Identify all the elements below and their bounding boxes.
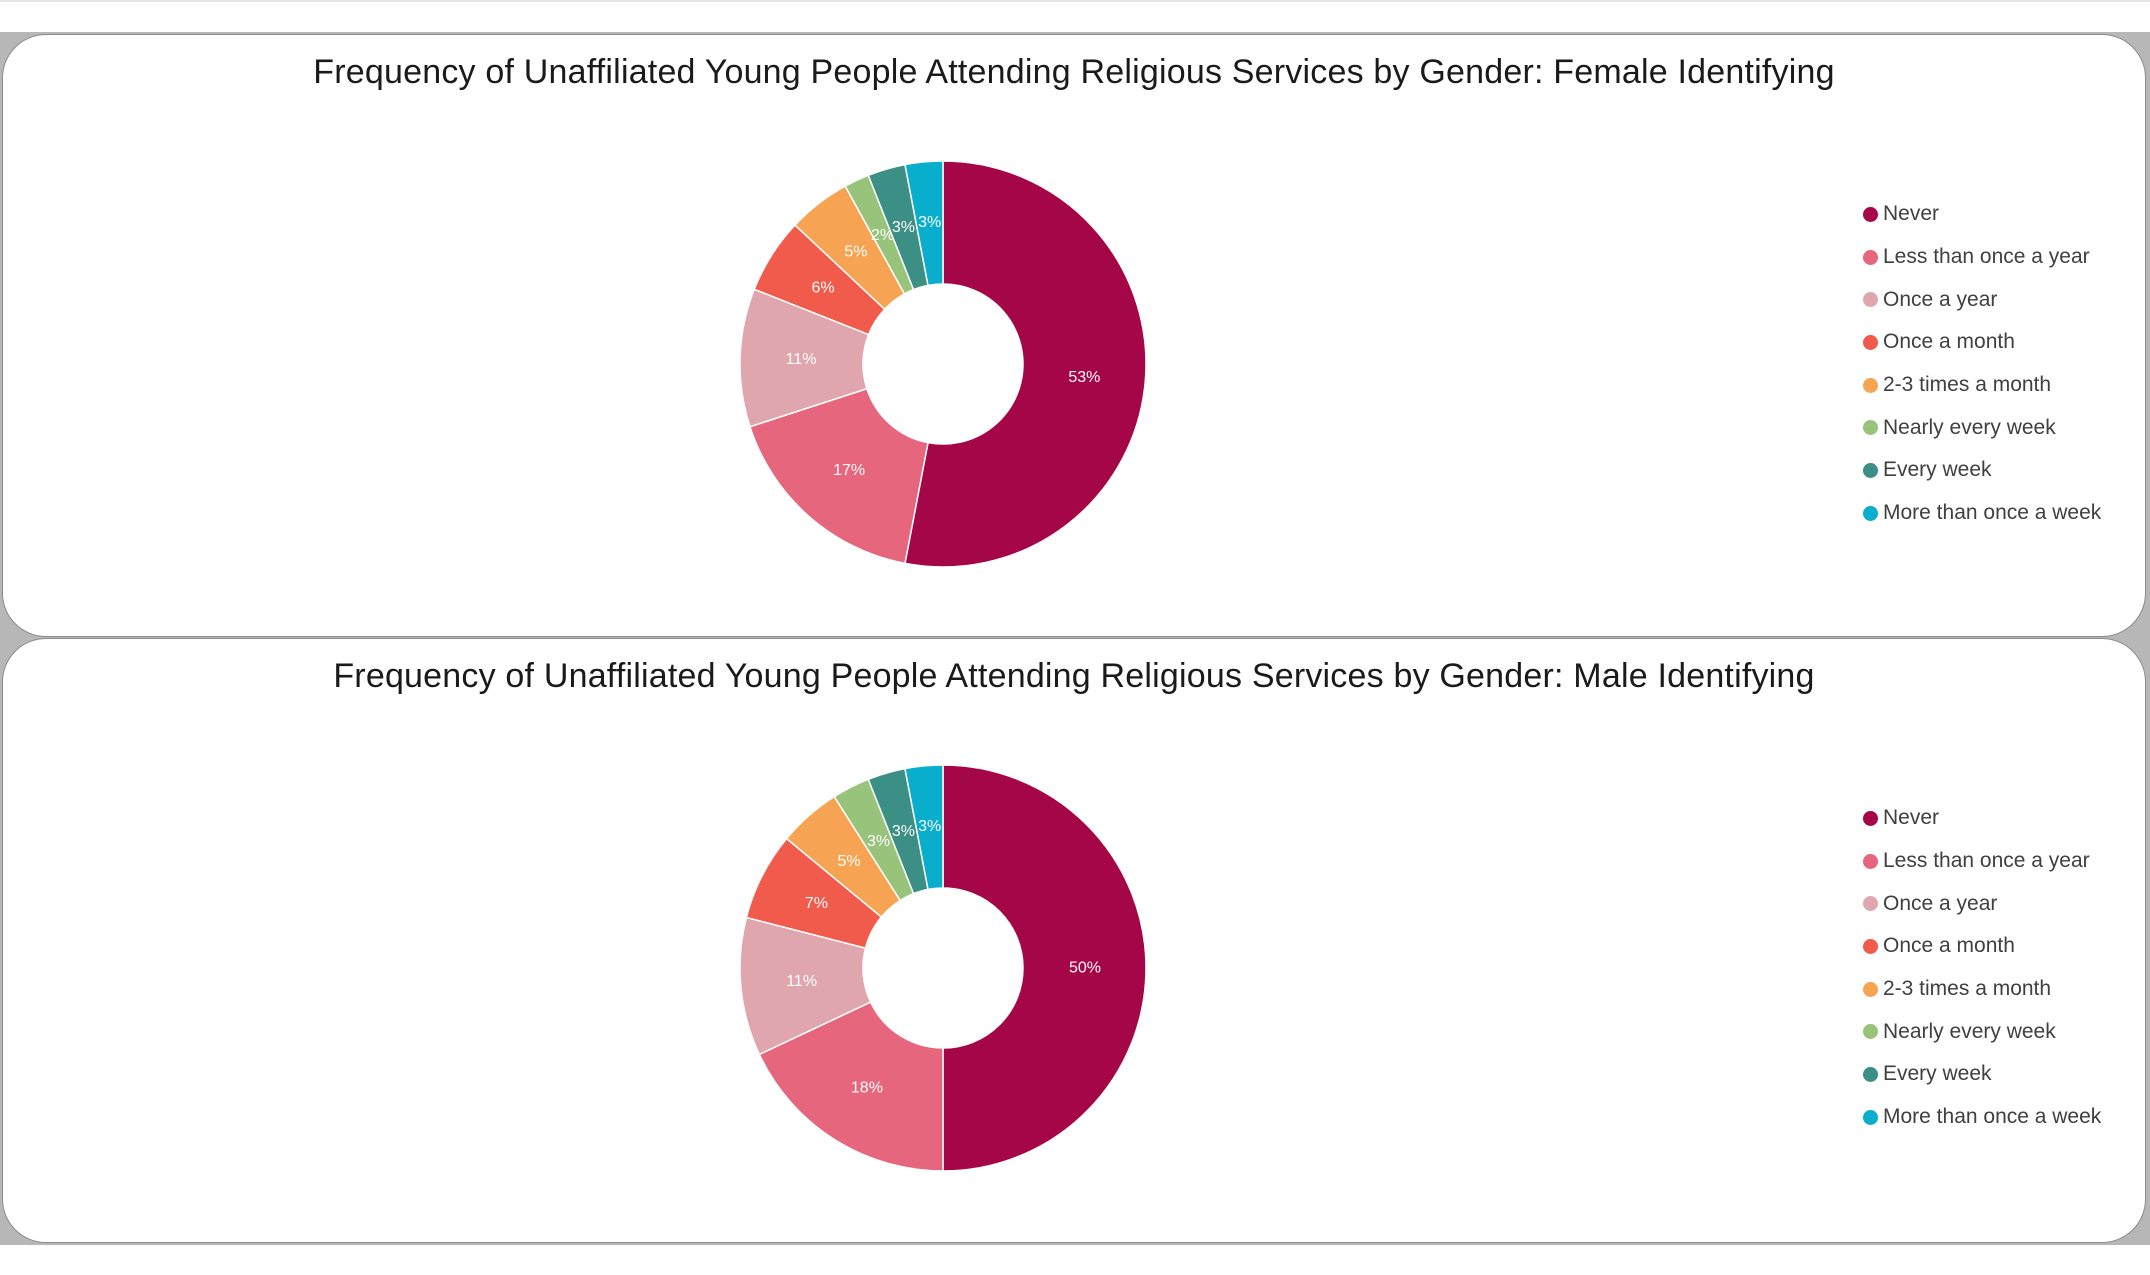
- legend-swatch-icon: [1863, 292, 1878, 308]
- slice-less-than-once-a-year: [748, 387, 929, 565]
- legend-swatch-icon: [1863, 981, 1878, 997]
- legend-swatch-icon: [1863, 1109, 1878, 1125]
- legend-label: Every week: [1883, 1062, 1992, 1086]
- legend-item-nearly-every-week: Nearly every week: [1863, 406, 2101, 449]
- data-label-less-than-once-a-year: 17%: [833, 462, 865, 479]
- slice-never: [904, 160, 1147, 568]
- legend-swatch-icon: [1863, 1024, 1878, 1040]
- legend-swatch-icon: [1863, 334, 1878, 350]
- legend-label: Less than once a year: [1883, 245, 2090, 269]
- legend-swatch-icon: [1863, 1066, 1878, 1082]
- data-label-every-week: 3%: [892, 823, 915, 840]
- data-label-2-3-times-a-month: 5%: [838, 853, 861, 870]
- slice-more-than-once-a-week: [904, 160, 944, 287]
- legend-item-less-than-once-a-year: Less than once a year: [1863, 840, 2101, 883]
- legend-label: Never: [1883, 202, 1940, 226]
- data-label-2-3-times-a-month: 5%: [844, 243, 867, 260]
- legend-male: Never Less than once a year Once a year Onc…: [1863, 797, 2101, 1139]
- legend-swatch-icon: [1863, 938, 1878, 954]
- legend-label: 2-3 times a month: [1883, 373, 2052, 397]
- chart-panel-male: Frequency of Unaffiliated Young People A…: [2, 638, 2146, 1243]
- legend-item-2-3-times-a-month: 2-3 times a month: [1863, 968, 2101, 1011]
- slice-more-than-once-a-week: [904, 764, 944, 891]
- legend-item-once-a-month: Once a month: [1863, 321, 2101, 364]
- legend-label: 2-3 times a month: [1883, 977, 2052, 1001]
- chart-title: Frequency of Unaffiliated Young People A…: [313, 53, 1835, 91]
- data-label-once-a-month: 7%: [805, 895, 828, 912]
- legend-item-once-a-year: Once a year: [1863, 278, 2101, 321]
- legend-swatch-icon: [1863, 462, 1878, 478]
- legend-item-2-3-times-a-month: 2-3 times a month: [1863, 364, 2101, 407]
- data-label-once-a-year: 11%: [786, 973, 817, 990]
- data-label-nearly-every-week: 2%: [871, 227, 894, 244]
- legend-item-every-week: Every week: [1863, 1053, 2101, 1096]
- legend-item-once-a-month: Once a month: [1863, 925, 2101, 968]
- legend-item-less-than-once-a-year: Less than once a year: [1863, 236, 2101, 279]
- data-label-never: 50%: [1069, 960, 1101, 977]
- legend-label: More than once a week: [1883, 1105, 2102, 1129]
- legend-swatch-icon: [1863, 420, 1878, 436]
- chart-title: Frequency of Unaffiliated Young People A…: [333, 657, 1815, 695]
- legend-label: Nearly every week: [1883, 1019, 2056, 1043]
- legend-swatch-icon: [1863, 505, 1878, 521]
- legend-label: Once a month: [1883, 934, 2015, 958]
- data-label-every-week: 3%: [892, 219, 915, 236]
- data-label-less-than-once-a-year: 18%: [851, 1079, 883, 1096]
- legend-label: Once a month: [1883, 330, 2015, 354]
- data-label-more-than-once-a-week: 3%: [918, 818, 941, 835]
- legend-label: Less than once a year: [1883, 849, 2090, 873]
- legend-swatch-icon: [1863, 810, 1878, 826]
- data-label-nearly-every-week: 3%: [867, 833, 890, 850]
- data-label-never: 53%: [1068, 369, 1100, 386]
- legend-female: Never Less than once a year Once a year Onc…: [1863, 193, 2101, 535]
- legend-item-never: Never: [1863, 193, 2101, 236]
- legend-item-more-than-once-a-week: More than once a week: [1863, 1096, 2101, 1139]
- donut-chart-female: 53%17%11%6%5%2%3% 3%: [739, 160, 1147, 568]
- legend-label: Every week: [1883, 458, 1992, 482]
- legend-swatch-icon: [1863, 896, 1878, 912]
- slice-less-than-once-a-year: [758, 1001, 944, 1172]
- legend-swatch-icon: [1863, 377, 1878, 393]
- legend-item-never: Never: [1863, 797, 2101, 840]
- legend-label: Once a year: [1883, 891, 1998, 915]
- data-label-more-than-once-a-week: 3%: [918, 214, 941, 231]
- legend-label: Once a year: [1883, 287, 1998, 311]
- legend-swatch-icon: [1863, 206, 1878, 222]
- data-label-once-a-month: 6%: [812, 279, 835, 296]
- chart-panel-female: Frequency of Unaffiliated Young People A…: [2, 34, 2146, 637]
- donut-chart-male: 50%18%11%7%5%3%3% 3%: [739, 764, 1147, 1172]
- legend-item-every-week: Every week: [1863, 449, 2101, 492]
- legend-label: More than once a week: [1883, 501, 2102, 525]
- slice-never: [942, 764, 1147, 1172]
- data-label-once-a-year: 11%: [786, 351, 817, 368]
- legend-item-more-than-once-a-week: More than once a week: [1863, 492, 2101, 535]
- legend-item-nearly-every-week: Nearly every week: [1863, 1010, 2101, 1053]
- legend-item-once-a-year: Once a year: [1863, 882, 2101, 925]
- top-divider: [0, 0, 2150, 2]
- legend-label: Never: [1883, 806, 1940, 830]
- legend-swatch-icon: [1863, 249, 1878, 265]
- legend-label: Nearly every week: [1883, 415, 2056, 439]
- legend-swatch-icon: [1863, 853, 1878, 869]
